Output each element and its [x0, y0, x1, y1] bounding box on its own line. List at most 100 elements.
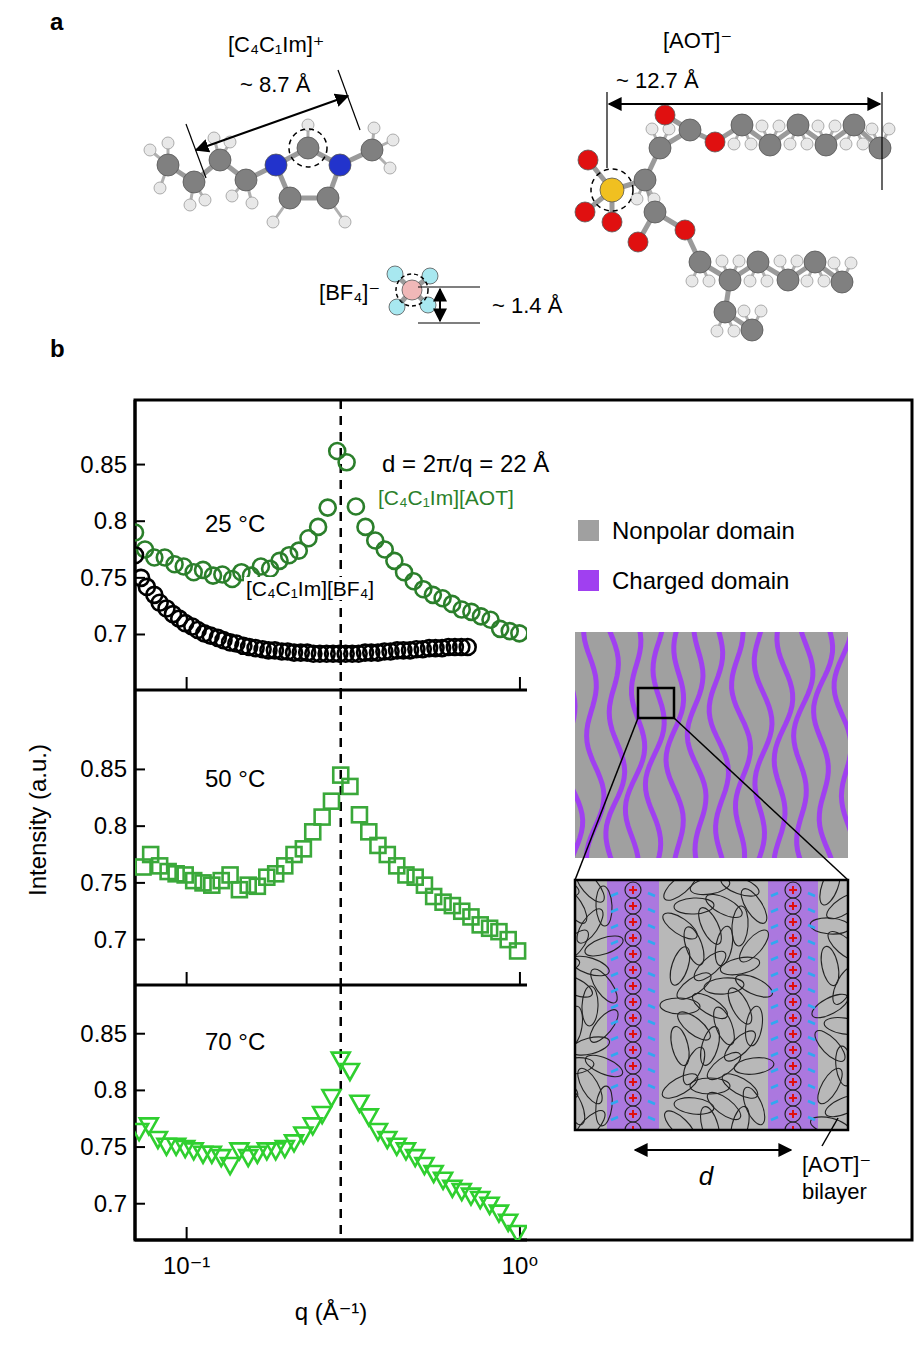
annotation: 25 °C	[205, 510, 265, 537]
anion-head	[771, 1037, 778, 1040]
charged-band	[768, 880, 818, 1130]
anion-head	[808, 1037, 815, 1040]
atom	[714, 301, 736, 323]
atom	[420, 297, 436, 313]
data-point	[277, 858, 292, 873]
charged-stripe	[584, 632, 604, 858]
anion-head	[611, 1101, 618, 1104]
anion-head	[648, 973, 655, 976]
plus-sign	[792, 918, 794, 926]
charged-stripe	[732, 632, 751, 858]
data-point	[287, 847, 302, 862]
cation	[785, 1058, 801, 1074]
anion-head	[771, 989, 778, 992]
legend-label: Nonpolar domain	[612, 517, 795, 544]
data-point	[281, 547, 297, 563]
cation	[785, 1074, 801, 1090]
anion-head	[611, 1005, 618, 1008]
annotation: d = 2π/q = 22 Å	[382, 450, 549, 477]
alkyl-chain	[724, 985, 757, 1028]
atom	[389, 299, 405, 315]
anion-head	[648, 1053, 655, 1056]
data-point	[315, 810, 330, 825]
alkyl-chain	[660, 1106, 700, 1130]
annotation: 50 °C	[205, 765, 265, 792]
anion-head	[808, 989, 815, 992]
anion-head	[771, 941, 778, 944]
anion-head	[648, 1101, 655, 1104]
atom	[199, 194, 211, 206]
cation	[625, 1058, 641, 1074]
data-point	[204, 878, 219, 893]
zoom-line	[575, 718, 638, 880]
anion-head	[648, 941, 655, 944]
atom	[628, 232, 648, 252]
cation	[625, 930, 641, 946]
label-patch	[244, 577, 376, 600]
y-axis-line	[134, 690, 137, 985]
cation	[625, 1026, 641, 1042]
atom	[157, 154, 179, 176]
data-point	[333, 768, 348, 783]
atom	[600, 178, 624, 202]
plus-sign	[632, 934, 634, 942]
atom	[235, 169, 257, 191]
stripes	[575, 632, 848, 858]
data-point	[426, 889, 441, 904]
data-point	[511, 625, 527, 641]
cation	[785, 1090, 801, 1106]
cation	[625, 1074, 641, 1090]
anion-head	[648, 909, 655, 912]
alkyl-chain	[667, 1025, 692, 1068]
molecule	[575, 105, 895, 341]
atom	[719, 269, 741, 291]
chart-panel: 0.70.750.80.8525 °Cd = 2π/q = 22 Å[C₄C₁I…	[80, 400, 549, 690]
cation	[625, 882, 641, 898]
molecule-label: [BF₄]⁻	[319, 280, 380, 305]
site-circle	[591, 169, 633, 211]
cation	[785, 946, 801, 962]
anion-head	[611, 957, 618, 960]
y-tick-label: 0.8	[94, 812, 127, 839]
alkyl-chain	[666, 945, 694, 988]
data-point	[313, 1107, 331, 1123]
data-point	[214, 873, 229, 888]
atom	[578, 150, 598, 170]
x-tick	[186, 972, 188, 985]
atom	[634, 169, 656, 191]
molecule	[144, 119, 399, 228]
reference-line	[340, 985, 343, 1240]
legend-swatch	[578, 570, 599, 591]
x-tick	[519, 677, 521, 690]
atom	[728, 325, 740, 337]
atom	[265, 154, 287, 176]
y-tick	[135, 1146, 145, 1148]
atom	[756, 120, 768, 132]
data-point	[501, 932, 516, 947]
chart-panel: 0.70.750.80.8510⁻¹10⁰70 °Cq (Å⁻¹)	[80, 985, 538, 1325]
panel-letter: a	[50, 8, 64, 35]
anion-head	[648, 1117, 655, 1120]
charged-stripe	[645, 632, 664, 858]
plot-area	[136, 690, 526, 985]
atom	[162, 137, 174, 149]
anion-head	[808, 909, 815, 912]
dimension-arrow	[196, 96, 348, 150]
charged-stripe	[666, 632, 684, 858]
legend-label: Charged domain	[612, 567, 789, 594]
atom	[716, 255, 728, 267]
data-point	[425, 587, 441, 603]
anion-head	[611, 1117, 618, 1120]
dimension-arrow	[609, 103, 880, 105]
atom	[801, 138, 813, 150]
alkyl-chain	[673, 968, 715, 1004]
plus-sign	[632, 1062, 634, 1070]
plus-sign	[792, 1030, 794, 1038]
data-point	[296, 841, 311, 856]
y-tick-label: 0.7	[94, 926, 127, 953]
figure: a[C₄C₁Im]⁺~ 8.7 Å[AOT]⁻~ 12.7 Å[BF₄]⁻~ 1…	[0, 0, 917, 1353]
charged-stripe	[575, 632, 583, 858]
alkyl-chain	[689, 989, 731, 1024]
data-point	[463, 604, 479, 620]
cation	[625, 994, 641, 1010]
